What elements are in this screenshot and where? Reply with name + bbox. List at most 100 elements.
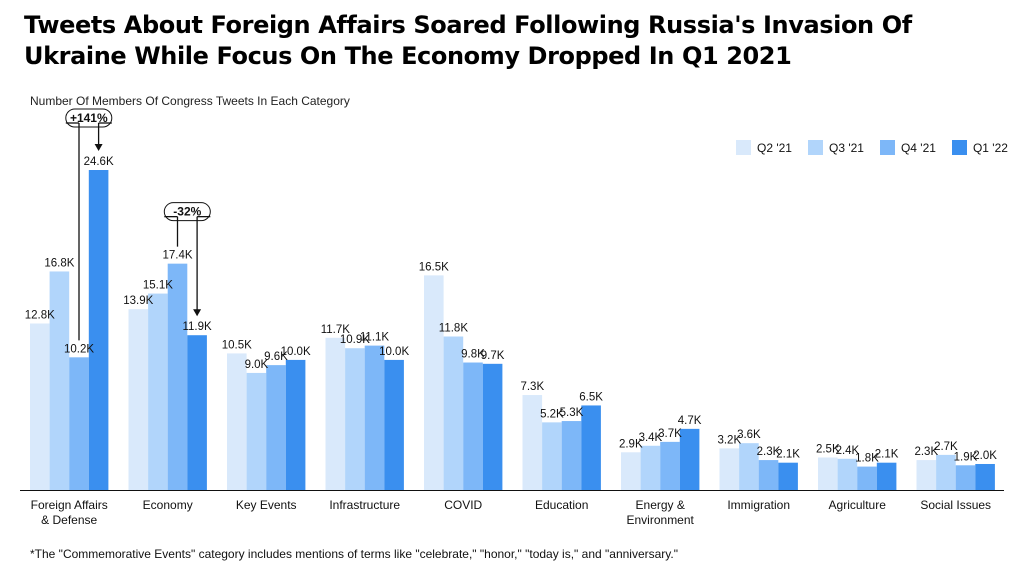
x-tick-label: Foreign Affairs [31, 498, 108, 512]
footnote: *The "Commemorative Events" category inc… [30, 547, 678, 561]
bar [167, 263, 188, 490]
data-label: 3.7K [658, 428, 682, 440]
data-label: 6.5K [579, 391, 603, 403]
bar [128, 309, 149, 490]
bar [187, 335, 207, 490]
legend-item-q3-21: Q3 '21 [807, 140, 864, 155]
data-label: 9.0K [245, 359, 269, 371]
data-label: 2.1K [875, 449, 899, 461]
data-label: 10.0K [281, 346, 311, 358]
bar [285, 359, 306, 490]
data-label: 1.9K [954, 451, 978, 463]
x-tick-label: Agriculture [829, 498, 887, 512]
data-label: 16.5K [419, 261, 449, 273]
data-label: 7.3K [520, 381, 544, 393]
bar [640, 445, 661, 490]
bar [463, 362, 483, 490]
data-label: 2.3K [757, 446, 781, 458]
bar [857, 466, 877, 490]
bar [345, 348, 365, 490]
data-label: 15.1K [143, 280, 173, 292]
data-label: 3.4K [639, 432, 663, 444]
annotation-label: +141% [70, 111, 108, 125]
data-label: 9.7K [481, 350, 505, 362]
data-label: 10.0K [379, 346, 409, 358]
bar [621, 452, 641, 490]
data-label: 10.5K [222, 339, 252, 351]
bar [837, 458, 858, 490]
bar [739, 443, 759, 490]
x-tick-label: Social Issues [920, 498, 991, 512]
legend-item-q4-21: Q4 '21 [879, 140, 936, 155]
bar [364, 345, 385, 490]
data-label: 2.7K [934, 441, 958, 453]
legend-label: Q2 '21 [757, 140, 792, 155]
bar [542, 422, 562, 490]
bar [266, 365, 286, 490]
bar [522, 395, 543, 490]
bar [818, 457, 838, 490]
x-tick-label: COVID [444, 498, 482, 512]
data-label: 9.8K [461, 349, 485, 361]
bar [660, 441, 680, 490]
data-label: 5.3K [560, 407, 584, 419]
legend-item-q2-21: Q2 '21 [736, 140, 792, 155]
x-tick-label: Infrastructure [329, 498, 400, 512]
bar [936, 454, 956, 490]
bar [69, 357, 89, 490]
bar [876, 462, 897, 490]
data-label: 10.2K [64, 343, 94, 355]
bar [758, 460, 779, 490]
bar [482, 363, 503, 490]
data-label: 12.8K [25, 309, 55, 321]
bar [955, 465, 976, 490]
data-label: 11.1K [360, 332, 390, 344]
bar [30, 323, 50, 490]
legend: Q2 '21 Q3 '21 Q4 '21 Q1 '22 [736, 140, 1008, 155]
data-label: 2.9K [619, 438, 643, 450]
bar [424, 275, 444, 490]
data-label: 1.8K [855, 453, 879, 465]
legend-swatch [807, 140, 823, 155]
x-tick-label: Key Events [236, 498, 297, 512]
bar [916, 460, 937, 490]
chart-title: Tweets About Foreign Affairs Soared Foll… [24, 11, 912, 70]
data-label: 3.6K [737, 429, 761, 441]
legend-item-q1-22: Q1 '22 [951, 140, 1008, 155]
annotation-arrowhead [94, 144, 103, 151]
bar [581, 405, 601, 490]
bar [49, 271, 70, 490]
bar [778, 462, 798, 490]
data-label: 5.2K [540, 408, 564, 420]
data-label: 13.9K [123, 295, 153, 307]
bar [561, 421, 582, 490]
chart-subtitle: Number Of Members Of Congress Tweets In … [30, 94, 350, 108]
legend-label: Q4 '21 [900, 140, 936, 155]
data-label: 2.0K [973, 450, 997, 462]
legend-swatch [736, 140, 751, 155]
bar [246, 372, 267, 490]
bar [679, 428, 700, 490]
bar [227, 353, 247, 490]
bar [325, 337, 346, 490]
legend-label: Q3 '21 [828, 140, 864, 155]
data-label: 10.9K [340, 334, 370, 346]
bar [975, 463, 995, 490]
data-label: 2.5K [816, 443, 840, 455]
legend-swatch [879, 140, 895, 155]
data-label: 2.3K [914, 446, 938, 458]
data-label: 11.7K [321, 324, 351, 336]
bar [719, 448, 740, 490]
x-tick-label: & Defense [41, 513, 97, 527]
bar [384, 359, 404, 490]
data-label: 24.6K [84, 156, 114, 168]
annotation-arrowhead [193, 309, 202, 317]
data-label: 17.4K [162, 250, 192, 262]
x-tick-label: Environment [627, 513, 695, 527]
legend-label: Q1 '22 [972, 140, 1008, 155]
annotation-label: -32% [173, 205, 201, 219]
x-tick-label: Economy [143, 498, 193, 512]
data-label: 9.6K [264, 351, 288, 363]
x-tick-label: Immigration [727, 498, 790, 512]
